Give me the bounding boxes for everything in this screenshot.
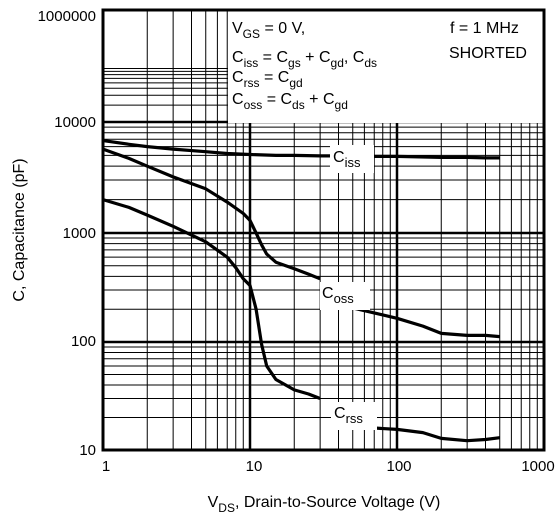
svg-text:Coss: Coss: [322, 285, 354, 306]
x-tick-label: 1000: [521, 458, 554, 475]
y-tick-label: 10: [79, 442, 96, 459]
series-layer: [102, 139, 500, 443]
series-line-iss: [102, 139, 500, 160]
frequency-label: f = 1 MHz: [450, 20, 519, 37]
x-tick-label: 10: [246, 458, 263, 475]
condition-ciss-def: Ciss = Cgs + Cgd, Cds: [232, 49, 377, 70]
crss-label: Crss: [331, 402, 377, 430]
x-axis-label: VDS, Drain-to-Source Voltage (V): [208, 494, 441, 515]
y-tick-label: 1000: [63, 225, 96, 242]
conditions-box: [228, 11, 544, 123]
coss-label: Coss: [320, 282, 370, 310]
shorted-label: SHORTED: [449, 45, 527, 62]
condition-vgs: VGS = 0 V,: [232, 20, 305, 41]
y-axis-label: C, Capacitance (pF): [11, 158, 28, 301]
x-tick-label: 1: [102, 458, 110, 475]
series-line-oss: [102, 147, 321, 281]
condition-coss-def: Coss = Cds + Cgd: [232, 91, 348, 112]
x-tick-label: 100: [386, 458, 411, 475]
y-tick-label: 100: [71, 333, 96, 350]
ciss-label: Ciss: [330, 145, 374, 173]
svg-text:Ciss: Ciss: [333, 149, 361, 170]
y-tick-label: 1000000: [38, 8, 96, 25]
series-line-rss: [102, 198, 321, 400]
plot-frame: [101, 8, 546, 452]
condition-crss-def: Crss = Cgd: [232, 69, 303, 90]
series-line-oss-segment-2: [352, 306, 500, 339]
y-tick-label: 10000: [54, 114, 96, 131]
series-line-rss-segment-2: [374, 426, 500, 443]
svg-text:Crss: Crss: [334, 405, 363, 426]
